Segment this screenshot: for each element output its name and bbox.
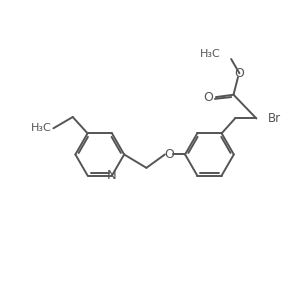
Text: H₃C: H₃C [31,123,51,133]
Text: O: O [164,148,174,161]
Text: N: N [107,169,117,182]
Text: O: O [235,67,244,80]
Text: H₃C: H₃C [200,49,221,59]
Text: Br: Br [268,112,281,125]
Text: O: O [203,91,213,103]
